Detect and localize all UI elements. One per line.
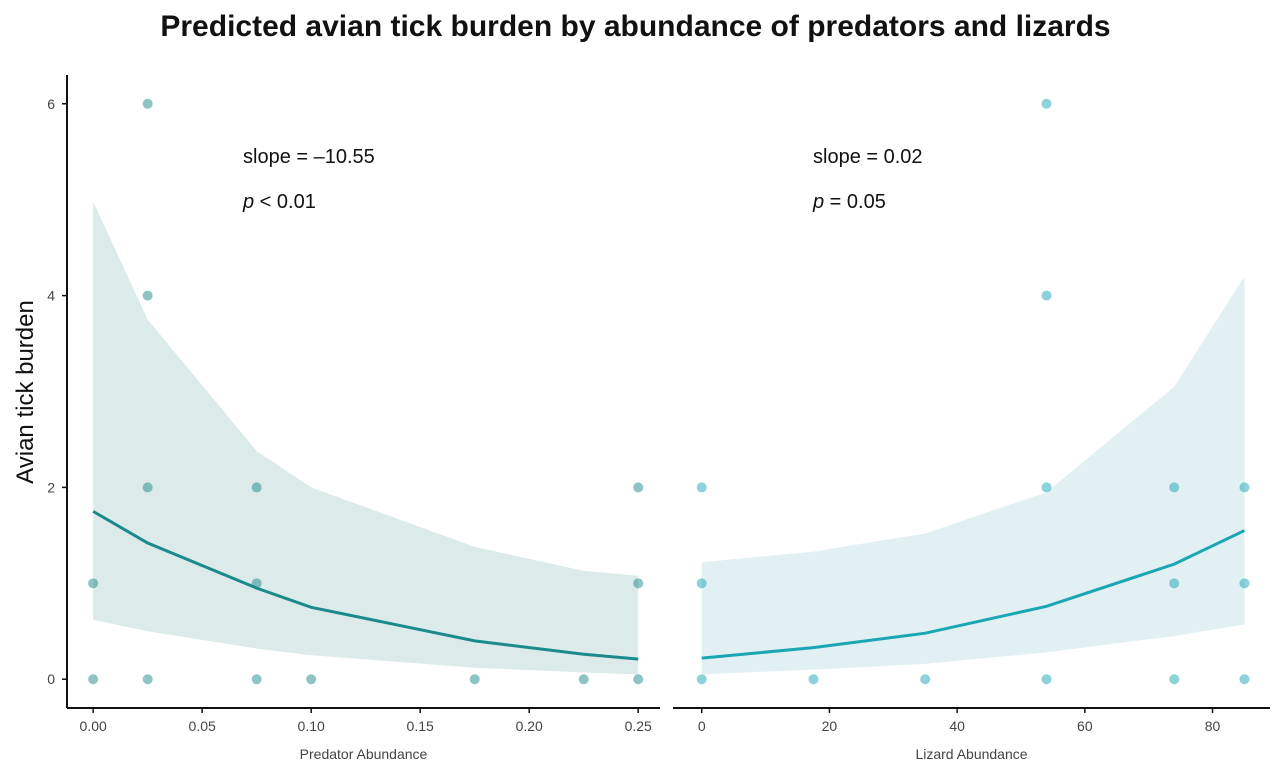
data-point	[633, 578, 644, 589]
data-point	[1041, 98, 1052, 109]
data-point	[469, 674, 480, 685]
x-tick-label: 60	[1077, 718, 1093, 734]
x-axis-label: Lizard Abundance	[915, 746, 1027, 762]
data-point	[1239, 674, 1250, 685]
x-tick-label: 20	[822, 718, 838, 734]
left-panel: 0 2 4 6 0.00 0.05 0.10 0.15 0.20 0.25 Predator Abu…	[47, 75, 660, 762]
data-point	[633, 674, 644, 685]
y-tick-label: 2	[47, 479, 55, 495]
data-point	[1041, 674, 1052, 685]
y-tick-label: 6	[47, 96, 55, 112]
data-point	[251, 674, 262, 685]
data-point	[142, 482, 153, 493]
y-axis-label: Avian tick burden	[12, 300, 39, 484]
x-tick-label: 0	[698, 718, 706, 734]
slope-annotation: slope = –10.55	[243, 146, 375, 168]
data-point	[808, 674, 819, 685]
data-point	[696, 482, 707, 493]
data-point	[1169, 578, 1180, 589]
p-value-annotation: p = 0.05	[812, 191, 886, 213]
x-tick-label: 0.00	[80, 718, 107, 734]
data-point	[696, 674, 707, 685]
data-point	[920, 674, 931, 685]
data-point	[696, 578, 707, 589]
x-axis-label: Predator Abundance	[300, 746, 428, 762]
x-tick-label: 0.25	[625, 718, 652, 734]
x-tick-label: 40	[949, 718, 965, 734]
data-point	[88, 674, 99, 685]
data-point	[578, 674, 589, 685]
x-tick-label: 0.15	[407, 718, 434, 734]
x-tick-label: 0.20	[516, 718, 543, 734]
fit-line	[92, 510, 639, 661]
data-point	[1239, 482, 1250, 493]
confidence-band	[701, 276, 1245, 675]
data-point	[251, 482, 262, 493]
data-point	[306, 674, 317, 685]
y-tick-label: 0	[47, 671, 55, 687]
y-tick-label: 4	[47, 288, 55, 304]
right-panel: 0 20 40 60 80 Lizard Abundance slope = 0.02 p =…	[673, 98, 1270, 762]
data-point	[88, 578, 99, 589]
data-point	[1169, 674, 1180, 685]
x-tick-label: 80	[1205, 718, 1221, 734]
data-point	[142, 290, 153, 301]
x-tick-label: 0.05	[189, 718, 216, 734]
chart-title: Predicted avian tick burden by abundance…	[160, 10, 1111, 43]
data-point	[1169, 482, 1180, 493]
data-point	[142, 98, 153, 109]
p-value-annotation: p < 0.01	[242, 191, 316, 213]
data-point	[1041, 482, 1052, 493]
data-point	[633, 482, 644, 493]
x-tick-label: 0.10	[298, 718, 325, 734]
data-point	[142, 674, 153, 685]
confidence-band	[93, 201, 639, 675]
slope-annotation: slope = 0.02	[813, 146, 923, 168]
data-point	[1041, 290, 1052, 301]
fit-line	[701, 529, 1246, 660]
data-point	[1239, 578, 1250, 589]
